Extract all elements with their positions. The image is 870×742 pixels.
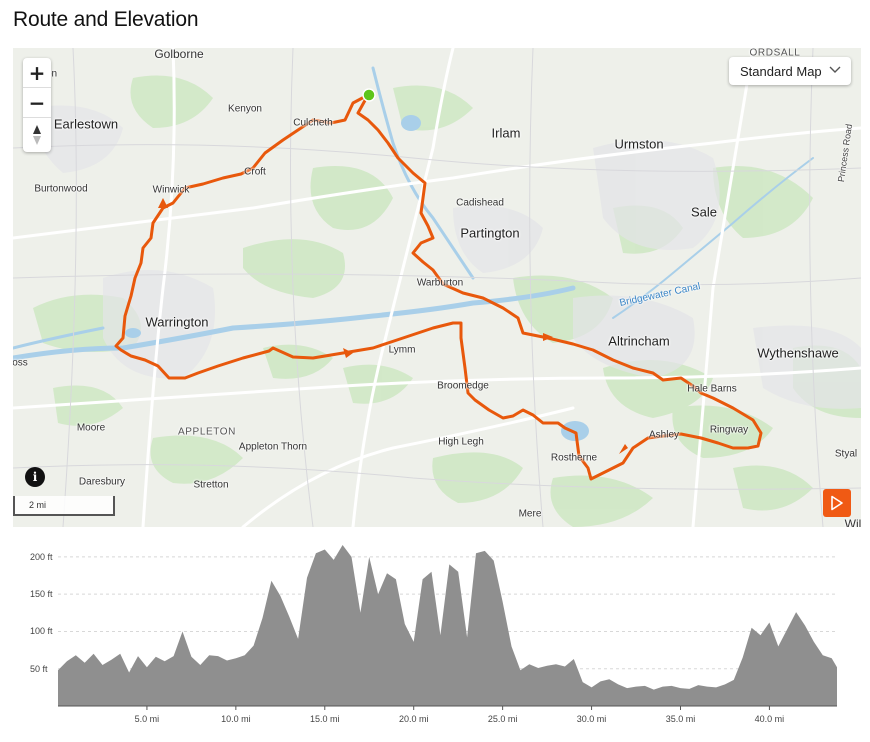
compass-button[interactable] [23, 118, 51, 152]
map-type-selected: Standard Map [740, 63, 822, 79]
place-label-golborne: Golborne [154, 48, 204, 61]
x-tick-label: 10.0 mi [221, 714, 251, 724]
place-label-croft: Croft [244, 166, 266, 178]
place-label-hale-barns: Hale Barns [687, 383, 737, 395]
place-label-burtonwood: Burtonwood [34, 183, 88, 195]
place-label-wil: Wil [844, 517, 861, 527]
chevron-down-icon [829, 66, 841, 73]
place-label-earlestown: Earlestown [53, 116, 119, 132]
y-tick-label: 200 ft [30, 551, 53, 562]
x-tick-label: 20.0 mi [398, 714, 429, 724]
place-label-stretton: Stretton [193, 479, 229, 491]
x-tick-label: 35.0 mi [665, 714, 696, 724]
elevation-chart[interactable]: 200 ft 150 ft 100 ft 50 ft 5.0 mi 10.0 mi 15.0… [0, 536, 870, 742]
place-label-lymm: Lymm [388, 344, 416, 356]
place-label-winwick: Winwick [152, 184, 190, 196]
place-label-kenyon: Kenyon [228, 103, 262, 115]
compass-icon [33, 125, 41, 145]
x-tick-label: 40.0 mi [754, 714, 785, 724]
place-label-irlam: Irlam [491, 125, 521, 141]
scale-label: 2 mi [29, 500, 47, 510]
zoom-control: + − [23, 58, 51, 152]
place-label-broomedge: Broomedge [437, 380, 489, 392]
route-map[interactable]: GolborneORDSALLLowtonKenyonEarlestownCul… [13, 48, 861, 527]
map-base-layer [13, 48, 861, 527]
place-label-moore: Moore [76, 422, 106, 434]
place-label-ordsall: ORDSALL [749, 48, 801, 59]
place-label-wythenshawe: Wythenshawe [757, 345, 839, 361]
place-label-rostherne: Rostherne [550, 452, 598, 464]
place-label-warrington: Warrington [145, 314, 209, 330]
info-button[interactable]: i [25, 467, 45, 487]
place-label-styal: Styal [834, 448, 858, 460]
place-label-urmston: Urmston [614, 136, 664, 152]
map-type-select[interactable]: Standard Map [729, 57, 851, 85]
place-label-culcheth: Culcheth [293, 117, 333, 129]
place-label-appleton: APPLETON [178, 426, 236, 438]
place-label-appleton-thorn: Appleton Thorn [238, 441, 308, 453]
x-tick-label: 5.0 mi [134, 714, 160, 724]
x-tick-label: 30.0 mi [576, 714, 607, 724]
play-icon [831, 495, 843, 511]
place-label-sale: Sale [690, 204, 718, 220]
page-title: Route and Elevation [13, 8, 199, 31]
place-label-daresbury: Daresbury [78, 476, 126, 488]
zoom-in-button[interactable]: + [23, 58, 51, 88]
route-path [114, 93, 763, 481]
place-label-oss: oss [13, 357, 28, 369]
place-label-partington: Partington [460, 225, 520, 241]
x-tick-label: 25.0 mi [487, 714, 518, 724]
place-label-altrincham: Altrincham [608, 333, 670, 349]
place-label-ashley: Ashley [648, 429, 680, 441]
zoom-out-button[interactable]: − [23, 88, 51, 118]
start-marker [362, 88, 376, 102]
play-flyover-button[interactable] [823, 489, 851, 517]
elevation-area [58, 545, 837, 706]
place-label-high-legh: High Legh [438, 436, 484, 448]
y-tick-label: 50 ft [30, 663, 48, 674]
place-label-warburton: Warburton [416, 277, 464, 289]
elevation-plot [58, 545, 837, 710]
place-label-cadishead: Cadishead [456, 197, 504, 209]
x-tick-label: 15.0 mi [310, 714, 340, 724]
map-scale: 2 mi [13, 496, 115, 516]
place-label-ringway: Ringway [709, 424, 749, 436]
place-label-mere: Mere [518, 508, 542, 520]
y-tick-label: 100 ft [30, 626, 53, 637]
y-tick-label: 150 ft [30, 589, 53, 600]
